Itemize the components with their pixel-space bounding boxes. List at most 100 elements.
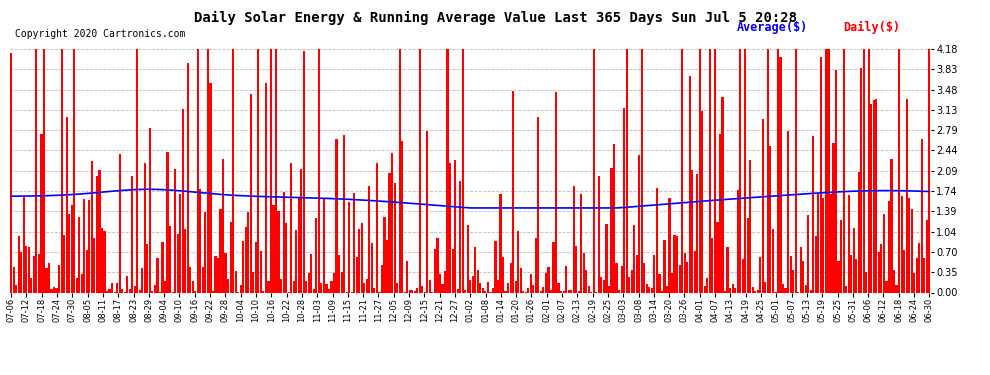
Bar [830, 194, 832, 292]
Bar [106, 291, 108, 292]
Bar [249, 94, 251, 292]
Bar [254, 242, 257, 292]
Bar [852, 228, 854, 292]
Bar [676, 237, 678, 292]
Bar [161, 242, 163, 292]
Bar [466, 225, 469, 292]
Bar [184, 229, 186, 292]
Bar [227, 279, 229, 292]
Bar [608, 286, 610, 292]
Bar [429, 280, 431, 292]
Bar [717, 222, 719, 292]
Bar [376, 163, 378, 292]
Bar [691, 170, 693, 292]
Bar [533, 285, 535, 292]
Bar [321, 283, 323, 292]
Bar [116, 283, 118, 292]
Bar [300, 169, 302, 292]
Bar [328, 289, 330, 292]
Bar [308, 273, 310, 292]
Bar [544, 273, 547, 292]
Bar [560, 291, 562, 292]
Bar [538, 117, 540, 292]
Bar [98, 170, 101, 292]
Bar [318, 49, 320, 292]
Bar [252, 272, 254, 292]
Bar [580, 194, 582, 292]
Bar [187, 63, 189, 292]
Bar [391, 153, 393, 292]
Bar [479, 284, 481, 292]
Bar [800, 248, 802, 292]
Bar [262, 291, 264, 292]
Bar [507, 284, 509, 292]
Bar [575, 246, 577, 292]
Bar [409, 290, 411, 292]
Bar [10, 53, 12, 292]
Bar [543, 287, 545, 292]
Bar [313, 290, 315, 292]
Bar [901, 196, 903, 292]
Bar [86, 250, 88, 292]
Bar [20, 252, 23, 292]
Bar [209, 82, 212, 292]
Bar [883, 214, 885, 292]
Bar [326, 284, 328, 292]
Bar [444, 271, 446, 292]
Bar [494, 241, 497, 292]
Bar [812, 136, 815, 292]
Bar [386, 240, 388, 292]
Bar [25, 246, 28, 292]
Bar [644, 263, 645, 292]
Bar [315, 218, 318, 292]
Bar [924, 258, 926, 292]
Bar [744, 49, 746, 292]
Bar [790, 256, 792, 292]
Bar [365, 279, 368, 292]
Bar [510, 263, 512, 292]
Bar [459, 182, 461, 292]
Bar [918, 243, 921, 292]
Bar [41, 134, 43, 292]
Bar [419, 49, 421, 292]
Bar [611, 168, 613, 292]
Bar [678, 265, 681, 292]
Bar [142, 268, 144, 292]
Bar [712, 238, 714, 292]
Bar [535, 238, 537, 292]
Bar [636, 255, 638, 292]
Bar [577, 291, 580, 292]
Bar [689, 76, 691, 292]
Bar [867, 49, 870, 292]
Bar [585, 270, 587, 292]
Bar [199, 189, 201, 292]
Bar [751, 288, 753, 292]
Bar [310, 254, 313, 292]
Bar [277, 211, 279, 292]
Bar [795, 49, 797, 292]
Bar [530, 274, 532, 292]
Bar [890, 159, 893, 292]
Bar [181, 109, 184, 292]
Bar [78, 216, 80, 292]
Bar [15, 285, 17, 292]
Bar [31, 278, 33, 292]
Text: Average($): Average($) [738, 21, 809, 34]
Bar [202, 267, 204, 292]
Bar [618, 291, 620, 292]
Bar [838, 261, 840, 292]
Bar [358, 230, 360, 292]
Bar [442, 284, 444, 292]
Bar [81, 274, 83, 292]
Bar [437, 238, 439, 292]
Bar [655, 188, 658, 292]
Bar [628, 277, 631, 292]
Bar [192, 281, 194, 292]
Bar [727, 247, 729, 292]
Bar [414, 291, 416, 292]
Bar [338, 255, 341, 292]
Bar [91, 161, 93, 292]
Bar [220, 209, 222, 292]
Bar [446, 49, 448, 292]
Bar [285, 223, 287, 292]
